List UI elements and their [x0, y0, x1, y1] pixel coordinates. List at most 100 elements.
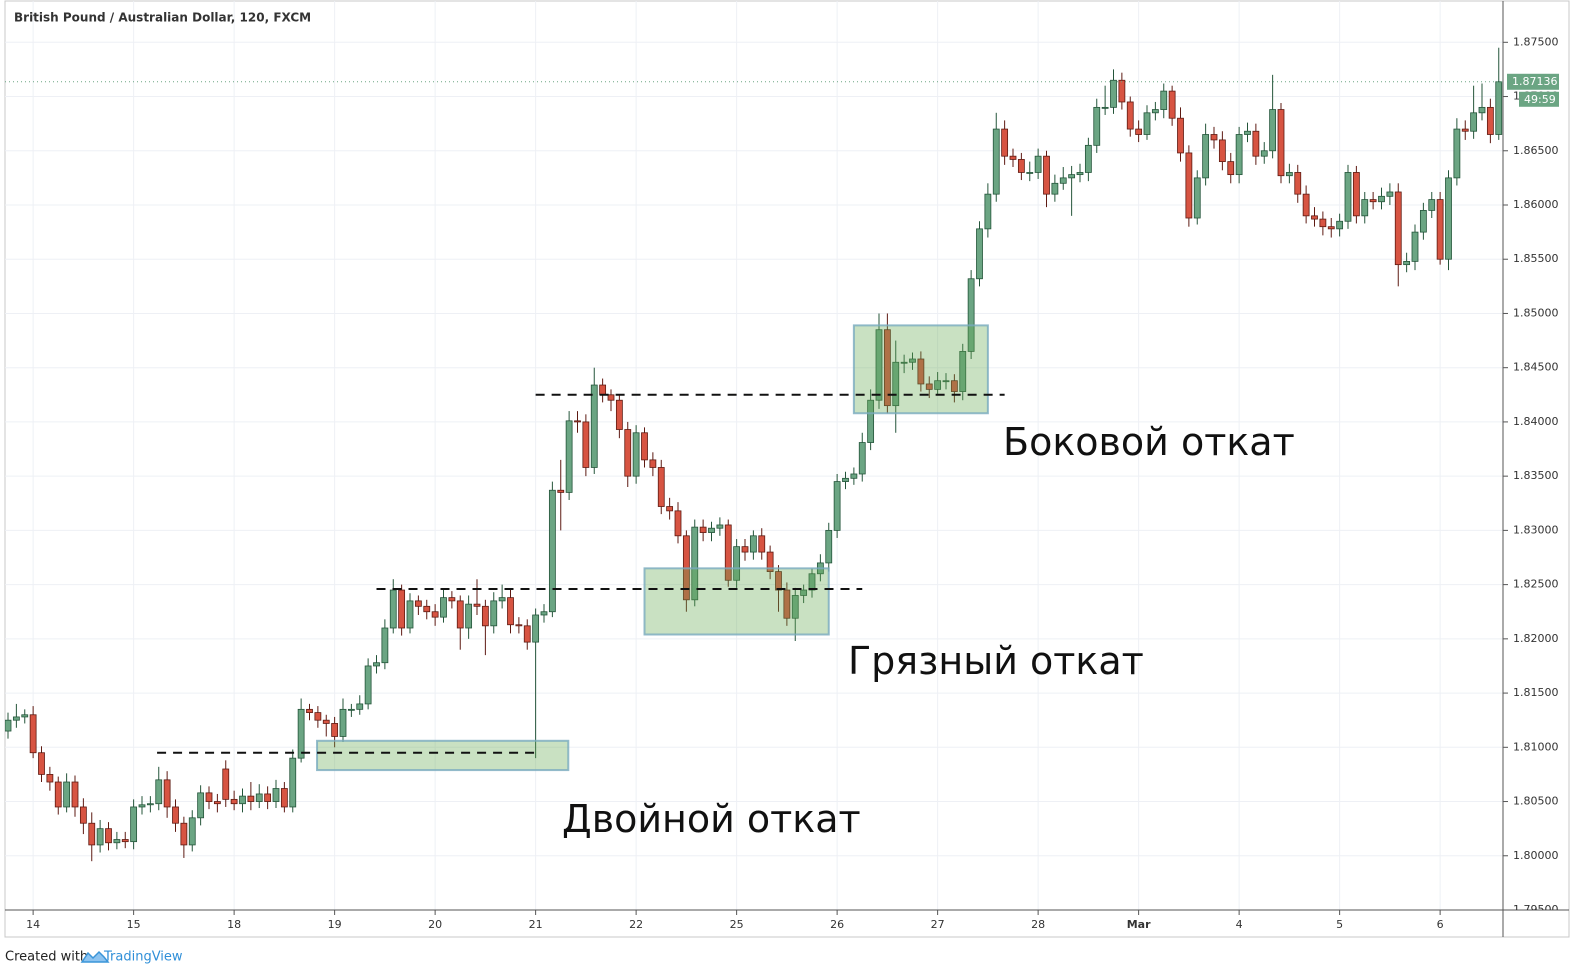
annotation: Боковой откат [1003, 420, 1295, 464]
candle-body [1277, 109, 1285, 177]
candle-body [331, 723, 339, 737]
candle-body [1327, 226, 1335, 230]
logo [80, 950, 110, 963]
overlays [157, 324, 1005, 772]
annotation: Грязный откат [848, 639, 1144, 683]
x-tick-label: 14 [26, 918, 40, 931]
candle-body [724, 524, 732, 581]
y-tick-label: 1.80500 [1513, 795, 1559, 808]
candle-body [1495, 81, 1503, 135]
candle-body [1244, 130, 1251, 135]
candle-body [1093, 106, 1101, 146]
candle-body [146, 803, 154, 806]
candle-body [641, 432, 648, 461]
candle-body [607, 394, 615, 401]
candle-body [708, 527, 715, 533]
x-tick-label: 26 [830, 918, 844, 931]
candle-body [565, 420, 573, 493]
candle-body [364, 665, 372, 705]
candle-body [657, 467, 665, 507]
candle-body [1344, 172, 1352, 222]
candle-body [1009, 155, 1017, 160]
footer-text: Created with [5, 950, 88, 965]
candle-body [1084, 144, 1092, 173]
candle-body [791, 595, 799, 619]
zone [316, 739, 570, 772]
candle-body [1453, 128, 1461, 179]
grid [5, 1, 1503, 910]
candle-body [431, 611, 439, 618]
candles [5, 47, 1503, 862]
candle-body [356, 703, 364, 710]
price-tag [1507, 73, 1559, 90]
candle-body [1227, 161, 1235, 176]
candle-body [1059, 177, 1067, 184]
candle-body [1428, 199, 1436, 211]
candle-body [842, 477, 849, 482]
candle-body [716, 524, 724, 529]
x-tick-label: 28 [1031, 918, 1045, 931]
candle-body [548, 489, 556, 613]
candle-body [733, 546, 741, 581]
candle-body [624, 429, 632, 477]
candle-body [1193, 177, 1201, 219]
countdown-label: 49:59 [1524, 93, 1556, 106]
zone [643, 567, 830, 636]
footer-brand[interactable]: TradingView [103, 950, 183, 965]
x-tick-label: 27 [931, 918, 945, 931]
candle-body [1126, 101, 1134, 130]
candle-body [406, 600, 414, 629]
candle-body [1026, 172, 1034, 174]
candle-body [1260, 150, 1268, 157]
zone [852, 324, 989, 415]
candle-body [96, 828, 104, 846]
candle-body [71, 781, 79, 808]
candle-body [590, 384, 598, 468]
candle-body [12, 716, 20, 721]
candle-body [1235, 134, 1243, 176]
candle-body [825, 529, 833, 564]
candle-body [105, 828, 112, 844]
candle-body [1319, 218, 1327, 228]
candle-body [1101, 106, 1109, 109]
candle-body [741, 546, 749, 553]
y-tick-label: 1.83000 [1513, 523, 1559, 536]
candle-body [1352, 172, 1360, 217]
candle-body [1378, 195, 1385, 203]
candle-body [615, 399, 623, 430]
annotation: Двойной откат [562, 797, 861, 841]
candle-body [1218, 139, 1226, 163]
candle-body [582, 421, 590, 468]
candle-body [1043, 155, 1050, 195]
candle-body [632, 432, 640, 477]
x-tick-label: 21 [529, 918, 543, 931]
candle-body [507, 597, 514, 626]
candle-body [121, 839, 129, 843]
candle-body [1486, 106, 1494, 135]
candle-body [1403, 260, 1411, 266]
candle-body [88, 822, 96, 846]
candle-body [883, 329, 891, 407]
candle-body [1210, 134, 1218, 141]
x-tick-label: 6 [1437, 918, 1444, 931]
candle-body [1470, 112, 1478, 132]
candle-body [1110, 79, 1117, 108]
candle-body [1269, 109, 1277, 152]
y-tick-label: 1.85000 [1513, 306, 1559, 319]
x-tick-label: 15 [127, 918, 141, 931]
candle-body [1386, 191, 1394, 197]
y-tick-label: 1.81000 [1513, 740, 1559, 753]
candle-body [138, 804, 146, 808]
candle-body [1445, 177, 1452, 260]
candle-body [63, 781, 71, 808]
candle-body [5, 719, 12, 732]
candle-body [540, 611, 548, 616]
candle-body [666, 506, 674, 512]
candle-body [373, 662, 380, 667]
candle-body [230, 798, 238, 805]
candle-body [917, 358, 925, 385]
candle-body [699, 526, 707, 533]
candle-body [130, 806, 138, 843]
candle-body [1294, 172, 1302, 195]
